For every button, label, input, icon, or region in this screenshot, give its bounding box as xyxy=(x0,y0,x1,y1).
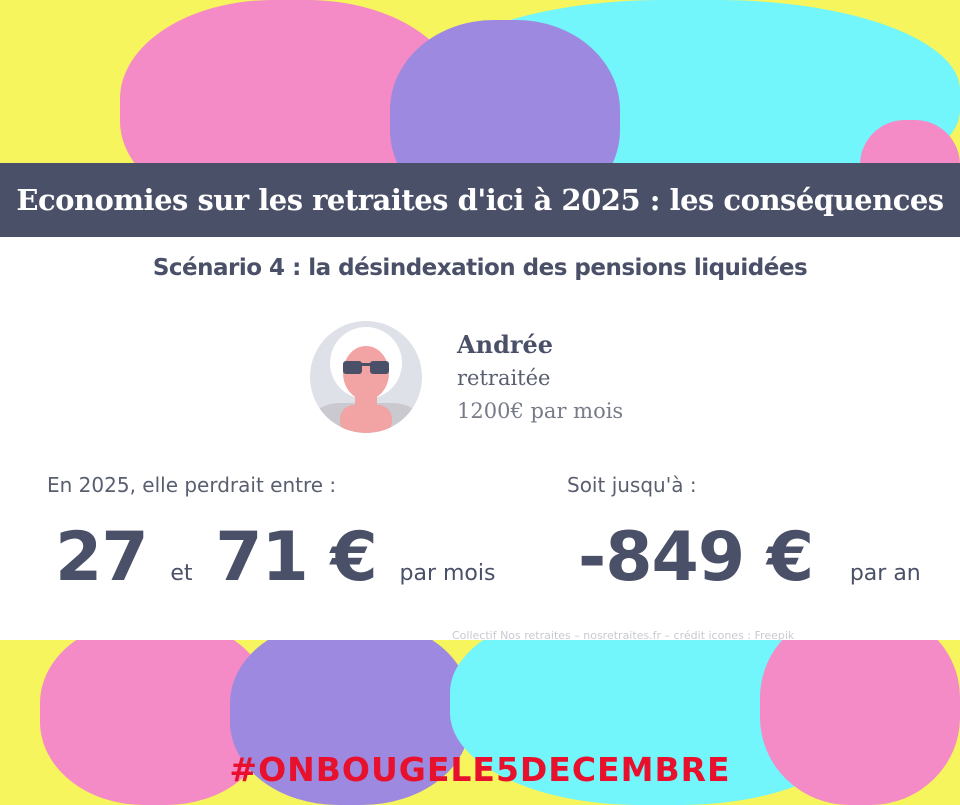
retired-woman-sunglasses-icon xyxy=(310,321,422,433)
monthly-high: 71 € xyxy=(215,518,378,597)
monthly-unit: par mois xyxy=(399,561,496,586)
hashtag: #ONBOUGELE5DECEMBRE xyxy=(229,750,731,789)
monthly-connector: et xyxy=(170,561,193,586)
credit-text: Collectif Nos retraites – nosretraites.f… xyxy=(452,629,795,642)
person-name: Andrée xyxy=(457,330,554,359)
pink-blob xyxy=(760,610,960,805)
yearly-loss-label: Soit jusqu'à : xyxy=(567,473,697,497)
person-role: retraitée xyxy=(457,366,551,390)
yearly-loss-value: -849 € par an xyxy=(578,518,921,597)
person-income: 1200€ par mois xyxy=(457,399,624,423)
yearly-unit: par an xyxy=(849,561,921,586)
monthly-low: 27 xyxy=(55,518,149,597)
banner-title: Economies sur les retraites d'ici à 2025… xyxy=(0,163,960,237)
purple-blob xyxy=(230,620,470,805)
infographic-card: Economies sur les retraites d'ici à 2025… xyxy=(0,163,960,642)
monthly-loss-value: 27 et 71 € par mois xyxy=(55,518,495,597)
scenario-subtitle: Scénario 4 : la désindexation des pensio… xyxy=(152,255,808,281)
yearly-value: -849 € xyxy=(578,518,814,597)
monthly-loss-label: En 2025, elle perdrait entre : xyxy=(47,473,337,497)
